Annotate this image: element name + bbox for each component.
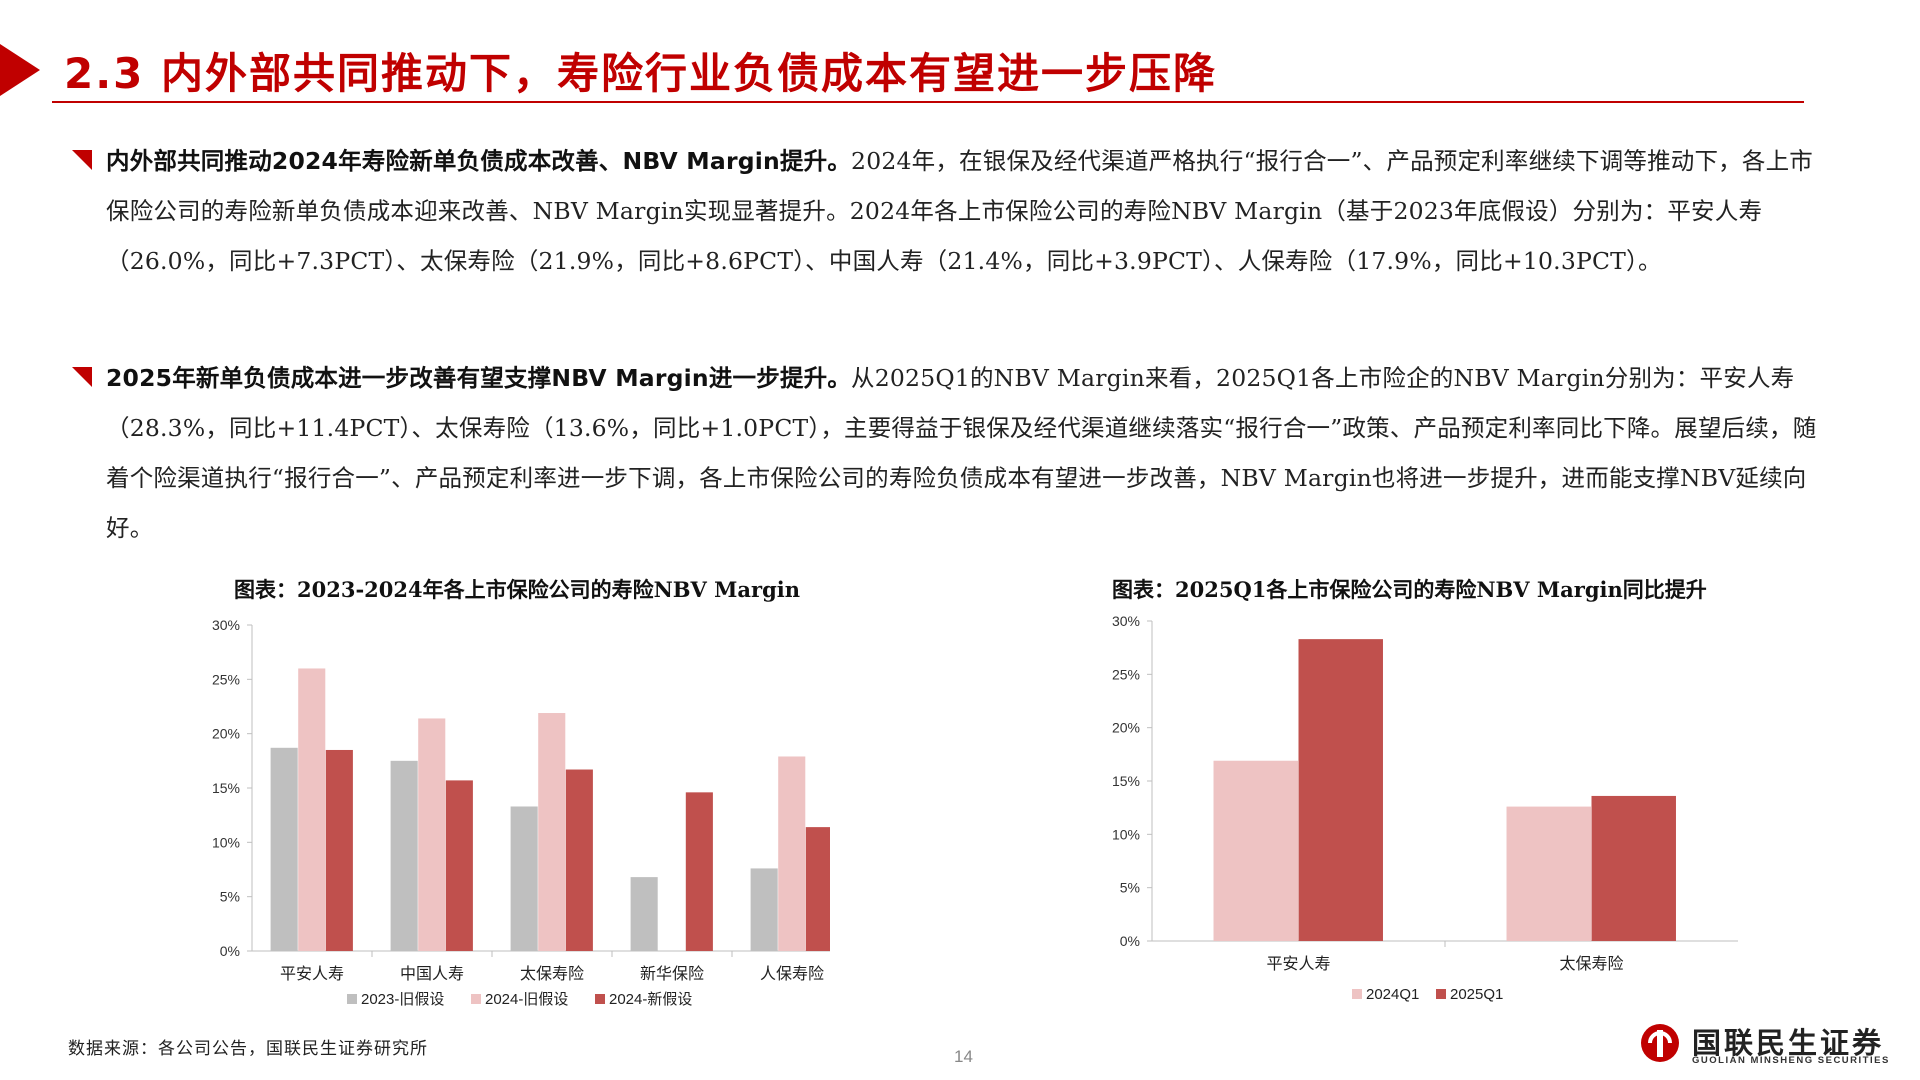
y-tick-label: 30% (212, 617, 240, 633)
y-tick-label: 0% (220, 943, 240, 959)
bar-2023-旧假设 (750, 868, 778, 951)
page-title: 2.3 内外部共同推动下，寿险行业负债成本有望进一步压降 (64, 49, 1218, 98)
bar-2023-旧假设 (390, 760, 418, 951)
bar-2024Q1 (1506, 806, 1591, 941)
bar-2023-旧假设 (630, 877, 658, 951)
bar-2023-旧假设 (270, 747, 298, 951)
legend-label: 2023-旧假设 (361, 991, 444, 1008)
y-tick-label: 15% (1112, 773, 1140, 789)
bar-2024-旧假设 (298, 668, 326, 951)
bar-2024Q1 (1213, 760, 1298, 941)
y-tick-label: 20% (1112, 720, 1140, 736)
x-category-label: 太保寿险 (1559, 955, 1623, 973)
legend-label: 2024-新假设 (609, 991, 692, 1008)
paragraph-1-lead: 内外部共同推动2024年寿险新单负债成本改善、NBV Margin提升。 (106, 147, 852, 175)
title-marker-icon (0, 44, 40, 96)
chart-left: 0% 5% 10% 15% 20% 25% 30% 平安人寿 中国人寿 太保寿险 新华保险 人保寿险 2… (212, 617, 830, 1008)
legend-label: 2024Q1 (1366, 986, 1419, 1003)
bar-2024-新假设 (445, 780, 473, 951)
company-logo: 国联民生证券 GUOLIAN MINSHENG SECURITIES (1636, 1020, 1892, 1066)
logo-emblem-icon (1641, 1024, 1679, 1062)
paragraph-2-lead: 2025年新单负债成本进一步改善有望支撑NBV Margin进一步提升。 (106, 364, 852, 392)
x-category-label: 太保寿险 (520, 965, 584, 983)
bar-2024-新假设 (325, 749, 353, 951)
paragraph-1-body: 内外部共同推动2024年寿险新单负债成本改善、NBV Margin提升。2024… (72, 136, 1832, 286)
y-tick-label: 20% (212, 726, 240, 742)
bar-2024-旧假设 (538, 713, 566, 951)
data-source-note: 数据来源：各公司公告，国联民生证券研究所 (68, 1039, 428, 1059)
legend-label: 2024-旧假设 (485, 991, 568, 1008)
y-tick-label: 5% (1120, 880, 1140, 896)
title-divider (52, 101, 1804, 103)
bar-2024-新假设 (565, 769, 593, 951)
paragraph-2-text: 从2025Q1的NBV Margin来看，2025Q1各上市险企的NBV Mar… (106, 364, 1817, 542)
chart-right-title: 图表：2025Q1各上市保险公司的寿险NBV Margin同比提升 (1112, 577, 1707, 602)
bar-2023-旧假设 (510, 806, 538, 951)
bar-2024-新假设 (805, 827, 830, 951)
y-tick-label: 25% (1112, 666, 1140, 682)
paragraph-1: 内外部共同推动2024年寿险新单负债成本改善、NBV Margin提升。2024… (72, 136, 1832, 286)
legend-swatch (595, 994, 605, 1004)
y-tick-label: 30% (1112, 613, 1140, 629)
y-tick-label: 25% (212, 671, 240, 687)
legend-swatch (471, 994, 481, 1004)
x-category-label: 新华保险 (640, 965, 704, 983)
paragraph-2: 2025年新单负债成本进一步改善有望支撑NBV Margin进一步提升。从202… (72, 353, 1832, 553)
bullet-triangle-icon (72, 150, 92, 170)
x-category-label: 平安人寿 (1266, 955, 1330, 973)
bar-2024-旧假设 (778, 756, 806, 951)
page-number: 14 (954, 1047, 973, 1066)
y-tick-label: 15% (212, 780, 240, 796)
chart-left-title: 图表：2023-2024年各上市保险公司的寿险NBV Margin (234, 577, 801, 602)
legend-swatch (1352, 989, 1362, 999)
y-tick-label: 0% (1120, 933, 1140, 949)
x-category-label: 中国人寿 (400, 965, 464, 983)
logo-text: 国联民生证券 (1692, 1026, 1885, 1060)
y-tick-label: 10% (1112, 826, 1140, 842)
paragraph-1-text: 2024年，在银保及经代渠道严格执行“报行合一”、产品预定利率继续下调等推动下，… (106, 147, 1813, 275)
bar-2025Q1 (1591, 795, 1676, 941)
legend-swatch (1436, 989, 1446, 999)
legend-swatch (347, 994, 357, 1004)
bullet-triangle-icon (72, 367, 92, 387)
x-category-label: 平安人寿 (280, 965, 344, 983)
paragraph-2-body: 2025年新单负债成本进一步改善有望支撑NBV Margin进一步提升。从202… (72, 353, 1832, 553)
bar-2024-旧假设 (418, 718, 446, 951)
bar-2024-新假设 (685, 792, 713, 951)
logo-subtext: GUOLIAN MINSHENG SECURITIES (1692, 1055, 1890, 1066)
x-category-label: 人保寿险 (760, 965, 824, 983)
legend-label: 2025Q1 (1450, 986, 1503, 1003)
y-tick-label: 5% (220, 889, 240, 905)
y-tick-label: 10% (212, 834, 240, 850)
bar-2025Q1 (1298, 639, 1383, 941)
chart-right: 0% 5% 10% 15% 20% 25% 30% 平安人寿 太保寿险 2024Q1 2025Q1 (1112, 613, 1738, 1003)
